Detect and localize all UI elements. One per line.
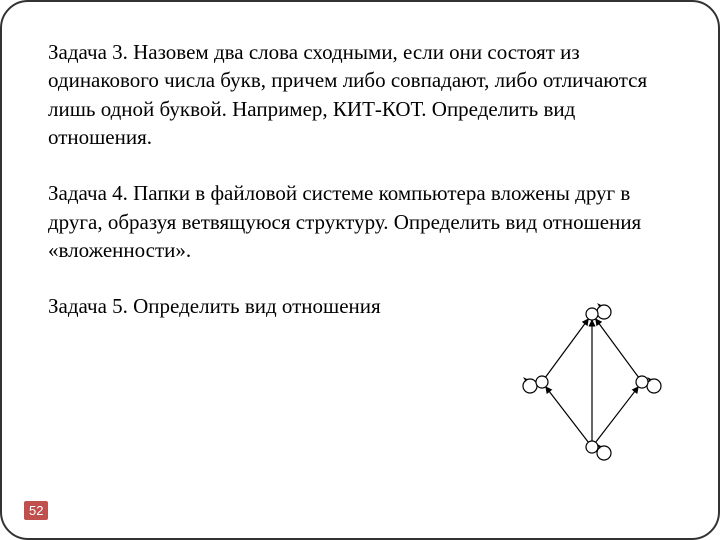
task-5-text: Задача 5. Определить вид отношения (48, 292, 488, 320)
relation-diagram (512, 292, 672, 462)
task-4-text: Задача 4. Папки в файловой системе компь… (48, 179, 672, 264)
task-5-row: Задача 5. Определить вид отношения (48, 292, 672, 462)
task-3-text: Задача 3. Назовем два слова сходными, ес… (48, 38, 672, 151)
page-number-badge: 52 (24, 501, 48, 520)
slide-frame: Задача 3. Назовем два слова сходными, ес… (0, 0, 720, 540)
